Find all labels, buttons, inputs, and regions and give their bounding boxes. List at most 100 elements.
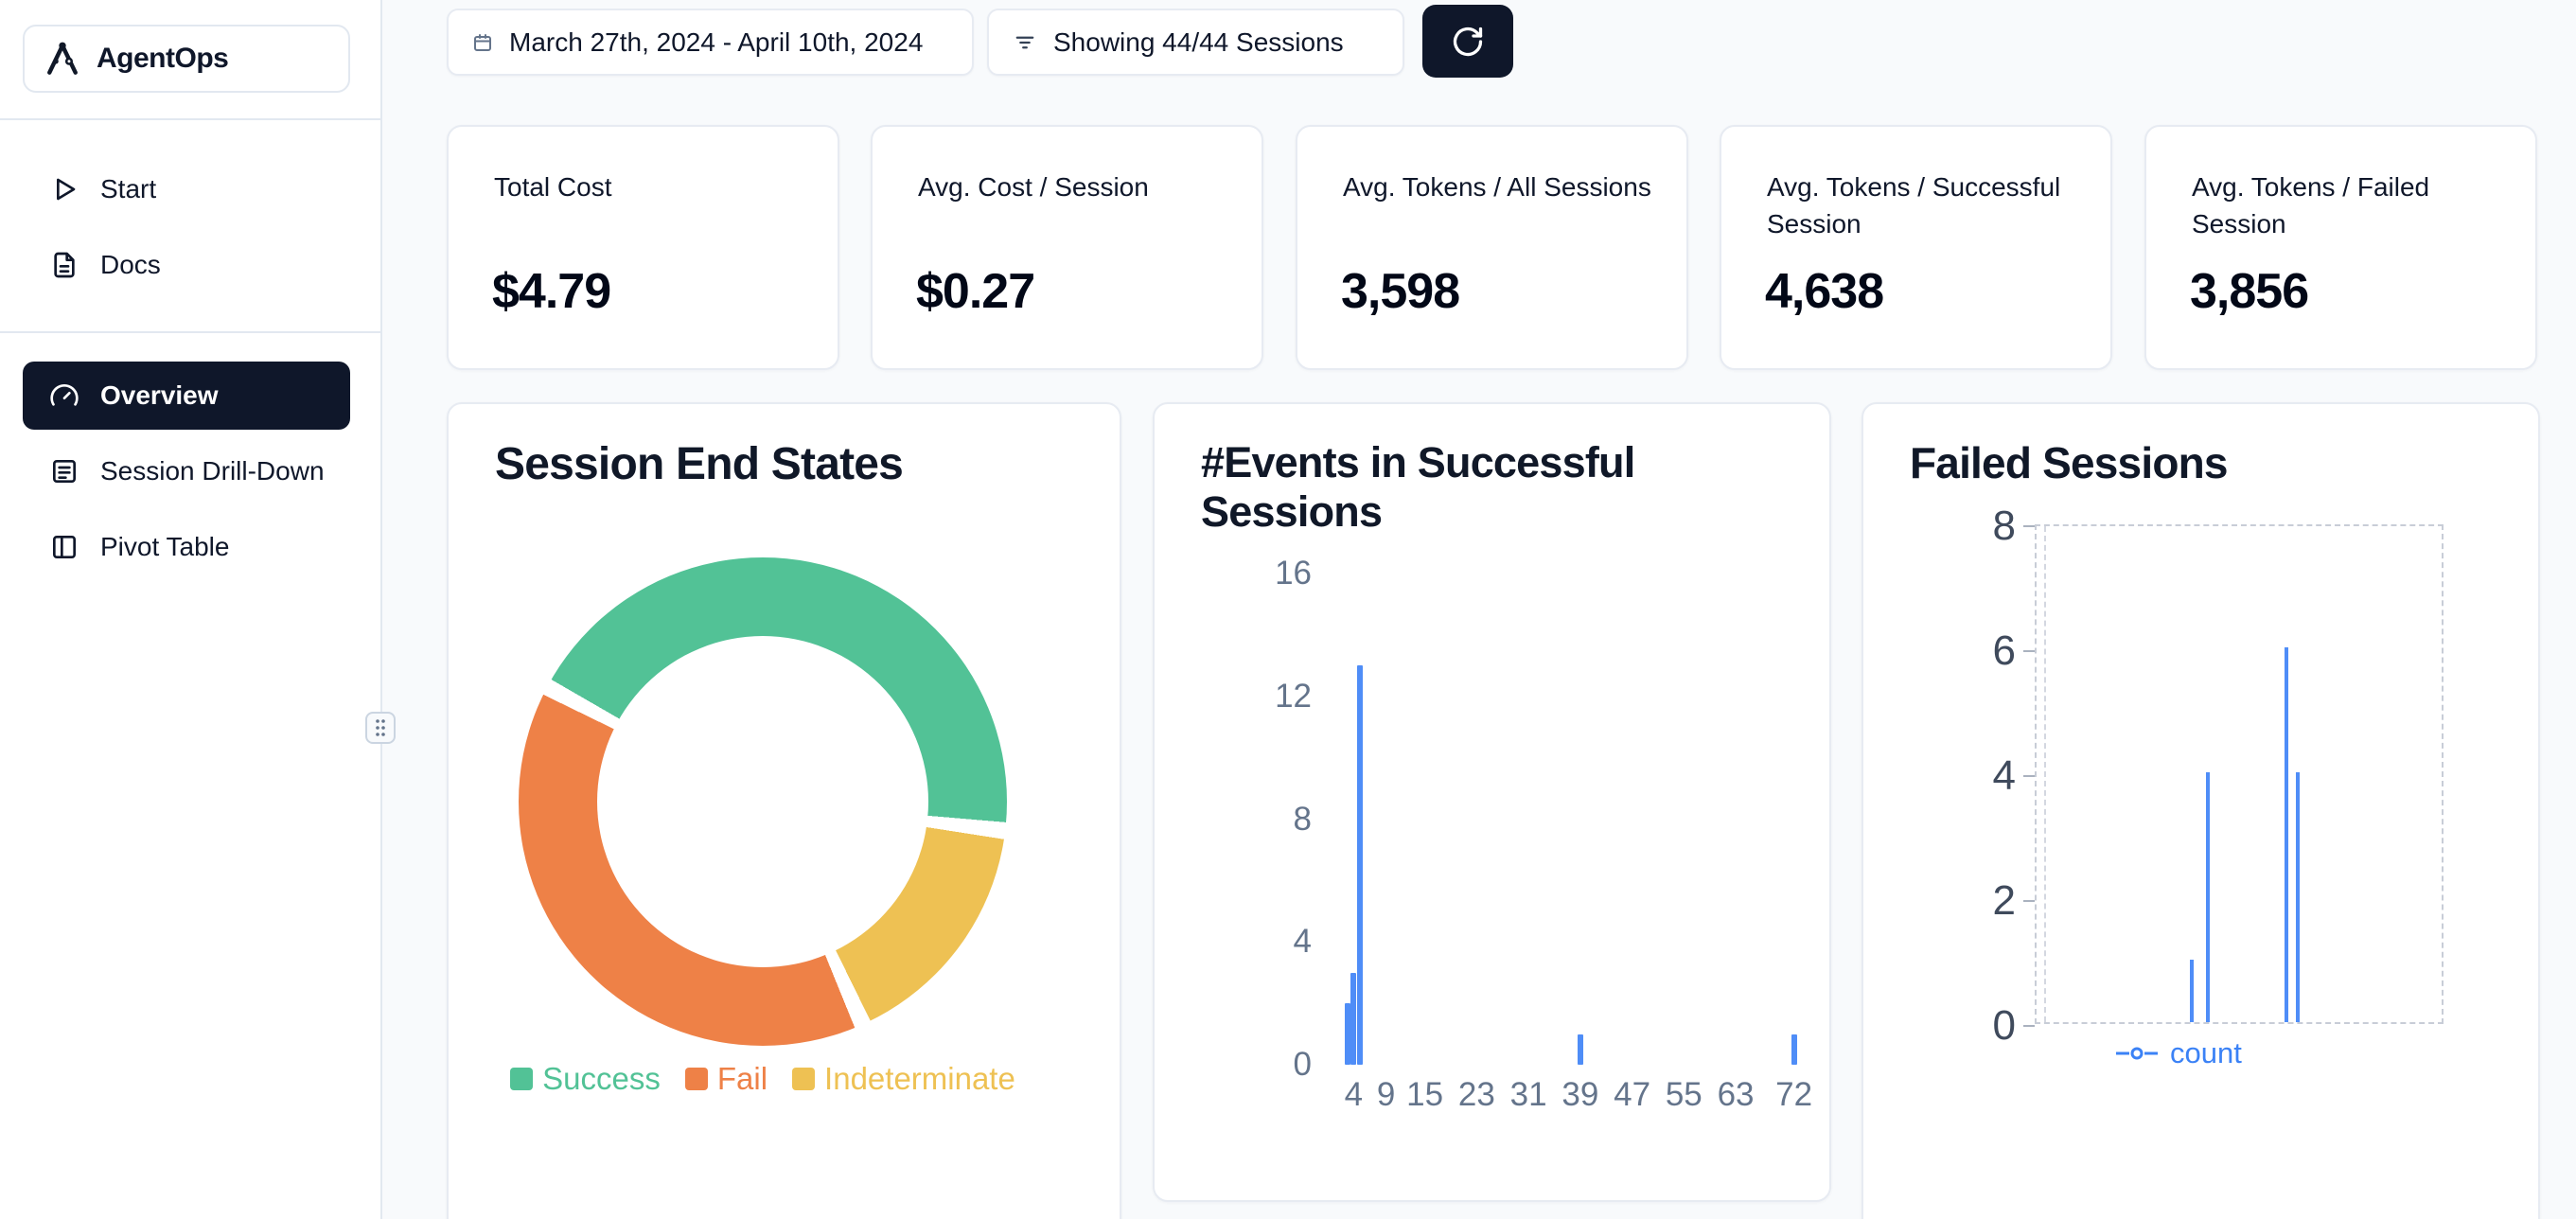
y-axis-tick: 4 [1293,923,1312,961]
stat-value: $4.79 [492,264,611,319]
stat-value: 4,638 [1765,264,1884,319]
refresh-button[interactable] [1422,5,1513,78]
sidebar-item-start[interactable]: Start [23,155,350,223]
stat-title: Avg. Tokens / All Sessions [1343,172,1651,202]
y-axis-tick-mark [2023,650,2035,652]
sidebar-item-docs[interactable]: Docs [23,231,350,299]
count-spike[interactable] [2206,772,2211,1022]
y-axis-tick: 8 [1992,503,2016,549]
stat-title: Avg. Tokens / Failed Session [2192,172,2430,239]
count-spike[interactable] [2296,772,2301,1022]
chart-title: Session End States [495,439,904,489]
x-axis-tick: 4 [1344,1076,1364,1113]
y-axis-tick: 16 [1275,555,1312,592]
donut-chart[interactable] [519,557,1007,1046]
sidebar-item-overview[interactable]: Overview [23,362,350,430]
stat-title: Avg. Cost / Session [918,172,1149,202]
sidebar: AgentOps Start Docs Overview Se [0,0,396,1219]
docs-icon [54,252,75,278]
x-axis-tick: 31 [1509,1076,1547,1113]
sidebar-item-label: Session Drill-Down [100,456,325,486]
x-axis-tick: 55 [1665,1076,1703,1113]
legend-item-indeterminate[interactable]: Indeterminate [792,1061,1015,1097]
legend-swatch [684,1068,708,1090]
histogram-bar[interactable] [1577,1034,1583,1065]
date-range-label: March 27th, 2024 - April 10th, 2024 [509,26,924,57]
sidebar-divider [0,118,380,120]
stat-value: 3,856 [2190,264,2309,319]
sessions-filter-button[interactable]: Showing 44/44 Sessions [987,9,1404,76]
sidebar-divider [0,331,380,333]
stat-value: $0.27 [916,264,1035,319]
histogram-bar[interactable] [1357,665,1364,1065]
y-axis-tick-mark [2023,900,2035,902]
x-axis-tick: 63 [1717,1076,1755,1113]
sidebar-item-pivot-table[interactable]: Pivot Table [23,513,350,581]
y-axis-tick: 0 [1293,1046,1312,1083]
spike-plot: 0 2 4 6 8 [1993,504,2444,1048]
stat-card-avg-tokens-all: Avg. Tokens / All Sessions 3,598 [1296,125,1688,370]
stat-card-avg-tokens-successful: Avg. Tokens / Successful Session 4,638 [1720,125,2112,370]
date-range-button[interactable]: March 27th, 2024 - April 10th, 2024 [447,9,974,76]
count-series-label: count [2170,1036,2242,1069]
sessions-filter-label: Showing 44/44 Sessions [1053,26,1344,57]
legend-item-fail[interactable]: Fail [684,1061,768,1097]
x-axis-tick: 47 [1614,1076,1651,1113]
y-axis-tick-mark [2023,525,2035,527]
donut-legend: Success Fail Indeterminate [498,1061,1028,1097]
sidebar-item-session-drill-down[interactable]: Session Drill-Down [23,437,350,505]
session-end-states-card: Session End States Success Fail Indetermin… [447,402,1121,1219]
sidebar-item-label: Start [100,174,157,203]
stat-card-total-cost: Total Cost $4.79 [447,125,839,370]
stat-value: 3,598 [1341,264,1460,319]
y-axis-tick: 12 [1275,677,1312,715]
legend-label: Fail [716,1061,768,1096]
events-histogram-card: #Events in Successful Sessions 0 4 8 12 16 4 9… [1153,402,1831,1202]
count-series-legend[interactable]: count [2115,1036,2242,1070]
sidebar-item-label: Docs [100,250,161,279]
count-spike[interactable] [2284,647,2288,1022]
bar-plot: 0 4 8 12 16 4 9 15 23 31 39 47 55 63 72 [1275,555,1820,1113]
play-icon [56,178,76,201]
stat-card-avg-cost-session: Avg. Cost / Session $0.27 [871,125,1263,370]
main-content: March 27th, 2024 - April 10th, 2024 Show… [382,0,2576,1219]
calendar-icon [474,33,491,51]
logo-label: AgentOps [97,43,229,74]
y-axis-tick: 8 [1293,800,1312,838]
y-axis-tick: 0 [1992,1002,2016,1049]
logo[interactable]: AgentOps [23,25,350,93]
y-axis-tick-mark [2023,1025,2035,1027]
legend-swatch [510,1068,534,1090]
legend-label: Indeterminate [824,1061,1015,1096]
x-axis-tick: 15 [1406,1076,1444,1113]
stat-title: Total Cost [494,172,612,202]
failed-sessions-card: Failed Sessions 0 2 4 6 8 count [1861,402,2540,1219]
legend-item-success[interactable]: Success [510,1061,661,1097]
histogram-bar[interactable] [1344,1003,1350,1065]
y-axis-tick: 4 [1992,752,2016,799]
agentops-logo-icon [47,42,78,75]
stat-title: Avg. Tokens / Successful Session [1767,172,2061,239]
grip-dots-icon [376,719,385,736]
legend-swatch [792,1068,816,1090]
filter-icon [1015,36,1034,48]
pivot-icon [53,536,76,558]
refresh-icon [1453,26,1483,56]
chart-title: #Events in Successful Sessions [1201,438,1635,537]
gauge-icon [50,384,79,406]
sidebar-resize-handle[interactable] [365,712,396,744]
line-marker-icon [2116,1047,2158,1060]
x-axis-tick: 9 [1376,1076,1396,1113]
x-axis-tick: 39 [1561,1076,1599,1113]
sidebar-item-label: Overview [100,380,219,410]
y-axis-tick-mark [2023,775,2035,777]
x-axis-tick: 72 [1775,1076,1813,1113]
sidebar-item-label: Pivot Table [100,532,230,561]
count-spike[interactable] [2190,960,2195,1022]
histogram-bar[interactable] [1350,972,1357,1065]
stat-card-avg-tokens-failed: Avg. Tokens / Failed Session 3,856 [2144,125,2537,370]
y-axis-tick: 2 [1992,877,2016,924]
x-axis-tick: 23 [1457,1076,1495,1113]
histogram-bar[interactable] [1791,1034,1797,1065]
chart-title: Failed Sessions [1910,438,2229,487]
